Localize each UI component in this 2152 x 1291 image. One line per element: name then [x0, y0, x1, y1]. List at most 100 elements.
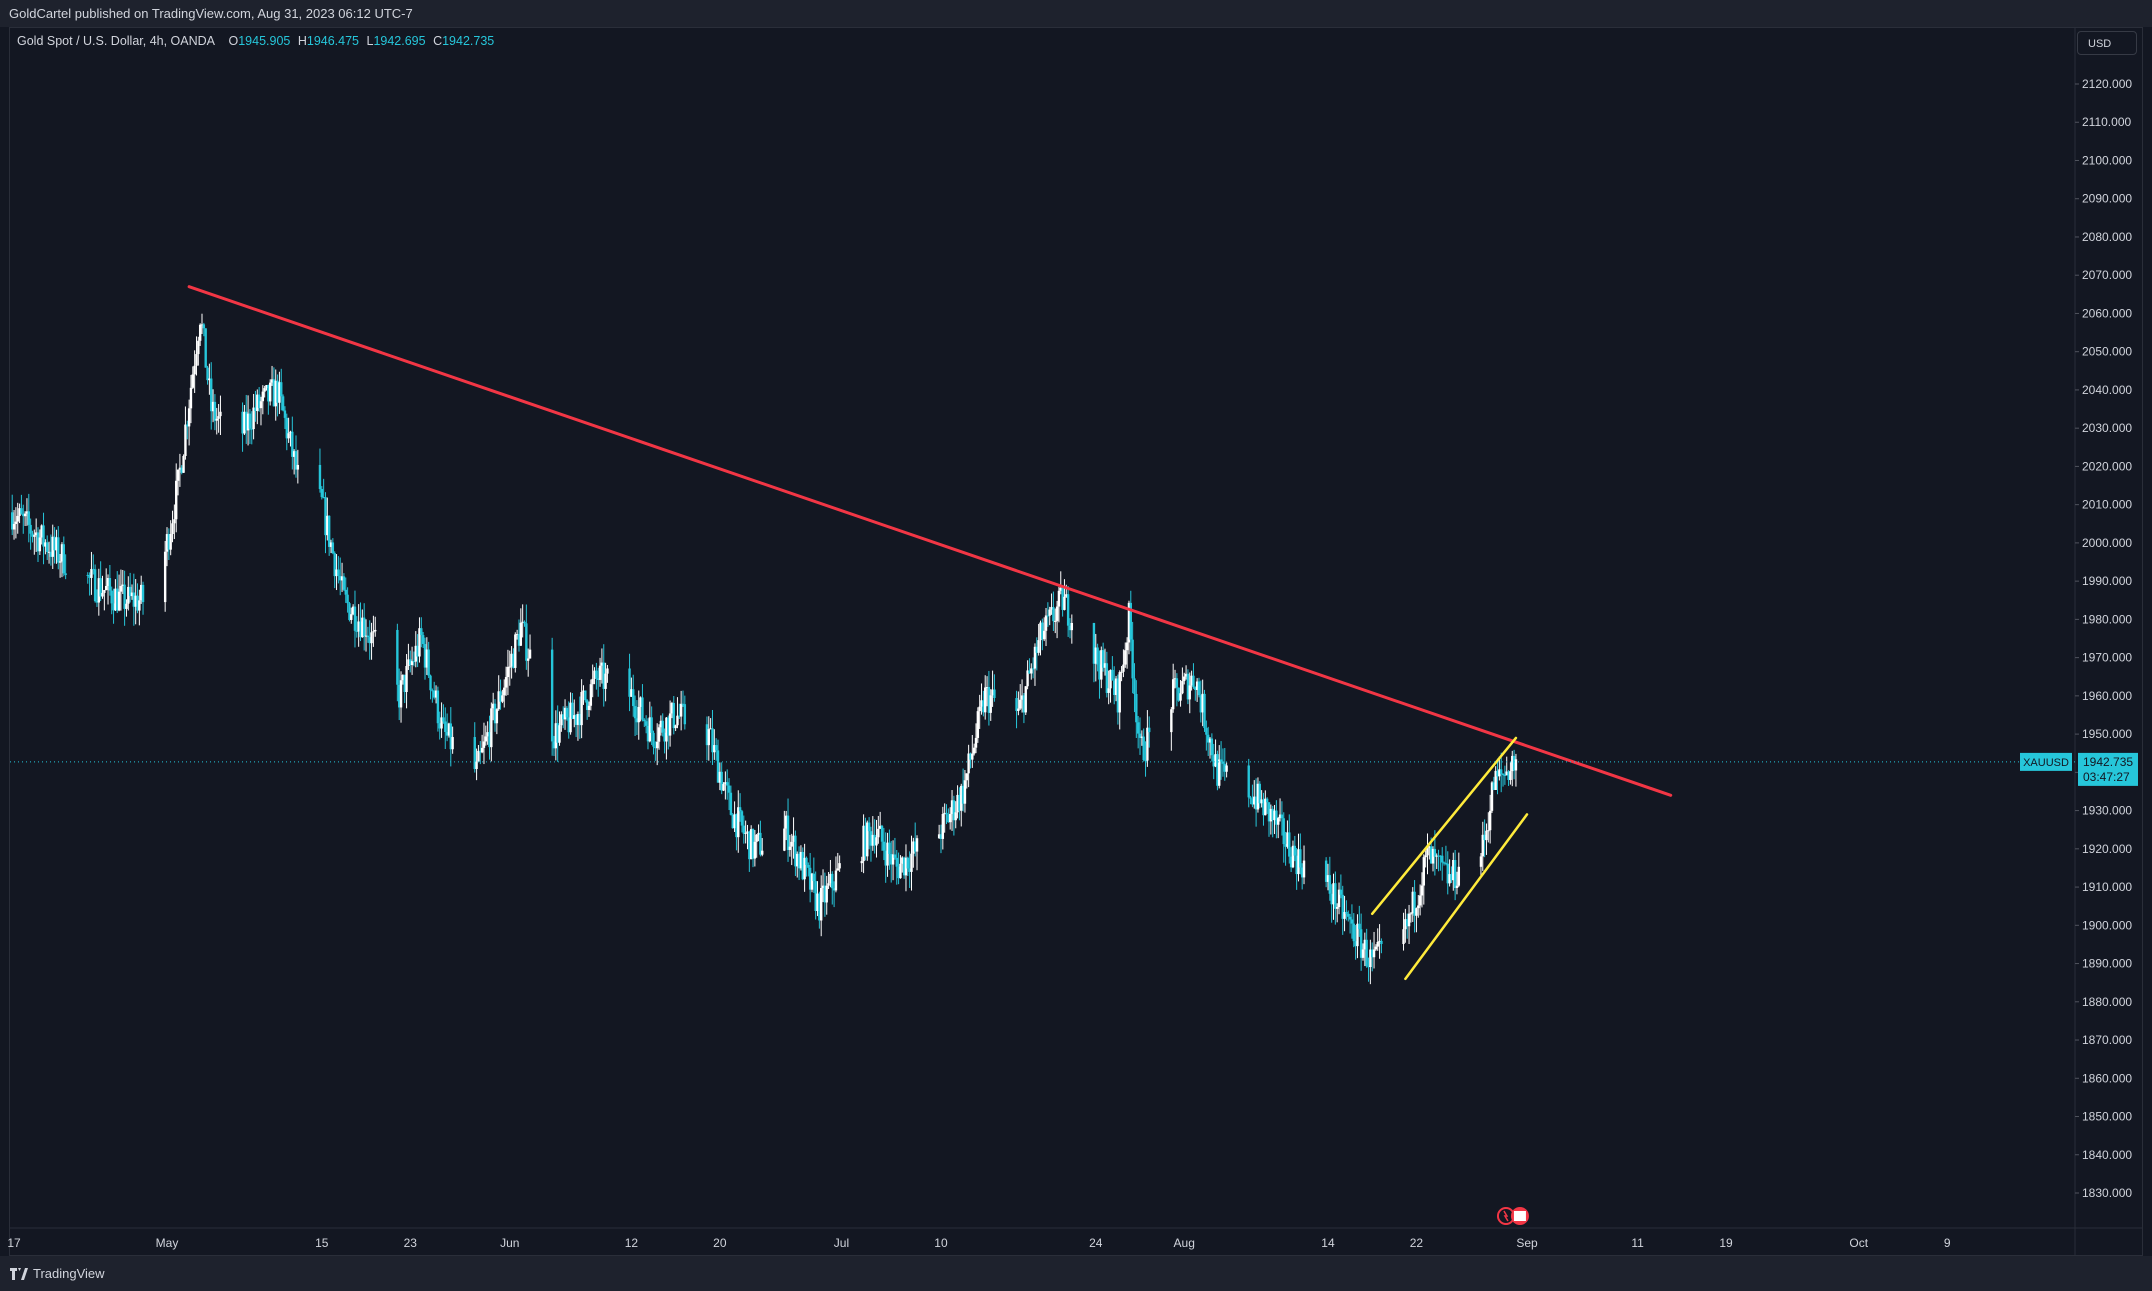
- open-value: 1945.905: [238, 34, 291, 48]
- candle-body: [1103, 663, 1107, 668]
- candle-body: [1500, 769, 1503, 774]
- channel-lower[interactable]: [1404, 813, 1529, 981]
- candle-body: [659, 720, 663, 728]
- candle-body: [431, 690, 434, 692]
- candle-body: [449, 723, 452, 750]
- candle-body: [501, 695, 504, 702]
- candle-body: [740, 811, 744, 826]
- candle-body: [1284, 844, 1287, 847]
- candle-body: [1092, 622, 1096, 664]
- candle-body: [1020, 695, 1024, 700]
- open-label: O: [228, 34, 239, 48]
- candle-body: [1214, 754, 1217, 767]
- candle-body: [473, 737, 476, 770]
- candle-body: [655, 741, 659, 749]
- publish-info: GoldCartel published on TradingView.com,…: [9, 6, 413, 21]
- candle-body: [661, 720, 664, 733]
- candle-body: [359, 621, 362, 638]
- candle-body: [1133, 678, 1136, 694]
- candle-body: [1300, 867, 1304, 878]
- candle-body: [731, 814, 734, 829]
- candle-body: [912, 841, 915, 854]
- candle-body: [1173, 678, 1177, 680]
- candle-body: [519, 622, 523, 646]
- candle-body: [1050, 607, 1053, 610]
- candle-body: [169, 534, 172, 550]
- candle-body: [825, 885, 828, 903]
- candle-body: [1372, 949, 1376, 958]
- candle-body: [397, 684, 401, 708]
- candle-body: [1181, 681, 1184, 694]
- candle-body: [1054, 620, 1057, 622]
- candle-body: [670, 703, 674, 714]
- candle-body: [652, 732, 655, 747]
- last-price-label: 1942.735: [2083, 755, 2133, 769]
- currency-button[interactable]: USD: [2077, 31, 2137, 55]
- candle-body: [950, 800, 954, 814]
- channel-upper[interactable]: [1370, 736, 1518, 916]
- candle-body: [340, 576, 344, 581]
- time-tick-label: Oct: [1849, 1236, 1868, 1250]
- candle-body: [491, 703, 495, 709]
- candle-body: [444, 721, 447, 732]
- candle-body: [368, 637, 371, 644]
- candle-body: [259, 401, 263, 409]
- candle-body: [257, 394, 261, 409]
- candle-body: [1219, 759, 1223, 762]
- candle-body: [1488, 810, 1492, 831]
- candle-body: [1111, 669, 1114, 681]
- candle-body: [943, 812, 946, 814]
- candle-body: [245, 411, 248, 431]
- candle-body: [1289, 856, 1293, 868]
- candle-body: [738, 807, 742, 812]
- candle-body: [954, 812, 957, 821]
- time-tick-label: 10: [934, 1236, 948, 1250]
- candle-body: [366, 635, 370, 638]
- candle-body: [27, 511, 30, 525]
- candle-body: [869, 831, 873, 846]
- descending-trendline[interactable]: [187, 285, 1673, 797]
- candle-body: [1406, 919, 1409, 927]
- time-tick-label: Aug: [1174, 1236, 1195, 1250]
- candle-body: [1278, 814, 1282, 819]
- candle-body: [114, 588, 117, 611]
- candle-body: [1275, 810, 1278, 825]
- close-value: 1942.735: [442, 34, 495, 48]
- candle-body: [187, 408, 191, 427]
- candle-body: [550, 649, 554, 742]
- candle-body: [587, 705, 591, 711]
- candle-body: [434, 690, 438, 698]
- candle-body: [945, 812, 948, 815]
- candle-body: [176, 469, 180, 481]
- tradingview-logo[interactable]: TradingView: [10, 1256, 105, 1291]
- candle-body: [759, 832, 762, 855]
- candle-body: [982, 700, 985, 713]
- candle-body: [248, 413, 252, 429]
- price-tick-label: 1930.000: [2082, 804, 2132, 818]
- lightning-icon: [1503, 1210, 1509, 1222]
- candle-body: [569, 702, 572, 733]
- candle-body: [1251, 798, 1254, 805]
- candle-body: [1420, 885, 1424, 896]
- candle-body: [641, 697, 644, 720]
- candle-body: [1286, 832, 1289, 847]
- candle-body: [737, 807, 740, 838]
- candle-body: [582, 690, 585, 693]
- candle-body: [948, 813, 952, 823]
- candle-body: [528, 649, 532, 659]
- price-tick-label: 1850.000: [2082, 1110, 2132, 1124]
- candle-body: [206, 367, 209, 381]
- candle-body: [1030, 668, 1033, 674]
- candle-body: [578, 714, 581, 726]
- time-tick-label: 9: [1944, 1236, 1951, 1250]
- candle-body: [1335, 907, 1339, 909]
- candle-body: [1264, 798, 1267, 816]
- price-tick-label: 2100.000: [2082, 153, 2132, 167]
- candle-body: [57, 537, 60, 563]
- price-tick-label: 2080.000: [2082, 230, 2132, 244]
- candle-body: [49, 551, 53, 557]
- candle-body: [410, 661, 414, 666]
- candle-body: [746, 831, 749, 833]
- candle-body: [442, 717, 445, 722]
